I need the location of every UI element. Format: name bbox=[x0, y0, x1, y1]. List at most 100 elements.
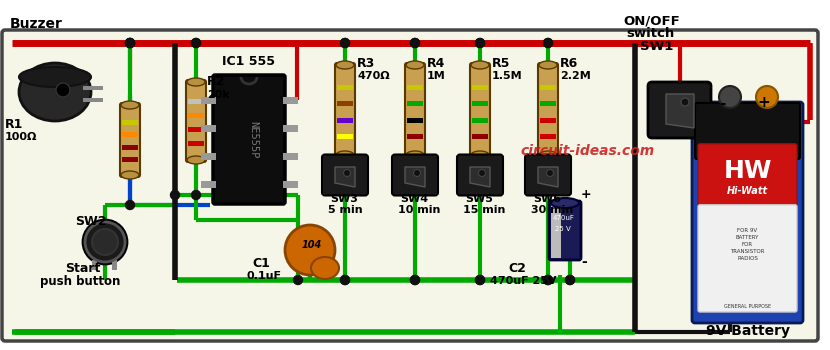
Text: GENERAL PURPOSE: GENERAL PURPOSE bbox=[724, 304, 771, 309]
Ellipse shape bbox=[187, 78, 205, 86]
Text: 30 min: 30 min bbox=[531, 205, 574, 215]
Bar bbox=[283, 125, 298, 132]
Text: Hi-Watt: Hi-Watt bbox=[727, 186, 768, 196]
Bar bbox=[122, 158, 138, 162]
Circle shape bbox=[476, 275, 485, 285]
Circle shape bbox=[92, 229, 118, 255]
Text: R2: R2 bbox=[207, 75, 226, 88]
Circle shape bbox=[125, 38, 134, 48]
Circle shape bbox=[56, 83, 70, 97]
Circle shape bbox=[125, 201, 134, 210]
Text: SW2: SW2 bbox=[75, 215, 106, 228]
Circle shape bbox=[294, 275, 302, 285]
Bar bbox=[201, 181, 216, 188]
Circle shape bbox=[565, 275, 574, 285]
Ellipse shape bbox=[336, 61, 354, 69]
Polygon shape bbox=[405, 167, 425, 187]
Ellipse shape bbox=[285, 225, 335, 275]
Text: Start: Start bbox=[65, 262, 100, 275]
Bar bbox=[122, 120, 138, 125]
Circle shape bbox=[192, 38, 201, 48]
Circle shape bbox=[192, 190, 201, 199]
Text: 470uF: 470uF bbox=[553, 215, 575, 221]
FancyBboxPatch shape bbox=[525, 154, 571, 196]
FancyBboxPatch shape bbox=[322, 154, 368, 196]
Circle shape bbox=[125, 38, 134, 48]
Text: R6: R6 bbox=[560, 57, 579, 70]
Text: R4: R4 bbox=[427, 57, 446, 70]
Bar bbox=[188, 99, 204, 104]
Circle shape bbox=[83, 220, 127, 264]
Text: 0.1uF: 0.1uF bbox=[246, 271, 281, 281]
Text: NE555P: NE555P bbox=[248, 121, 258, 158]
Text: HW: HW bbox=[723, 159, 772, 183]
Bar bbox=[283, 181, 298, 188]
FancyBboxPatch shape bbox=[405, 63, 425, 157]
Circle shape bbox=[476, 275, 485, 285]
Ellipse shape bbox=[406, 151, 424, 159]
Text: 100Ω: 100Ω bbox=[5, 132, 37, 142]
Circle shape bbox=[544, 275, 553, 285]
Bar bbox=[92, 260, 97, 270]
Circle shape bbox=[476, 38, 485, 48]
Text: SW4: SW4 bbox=[400, 194, 428, 204]
Bar bbox=[472, 118, 488, 122]
Text: ON/OFF: ON/OFF bbox=[623, 14, 680, 27]
Ellipse shape bbox=[539, 61, 557, 69]
Circle shape bbox=[192, 38, 201, 48]
Text: switch: switch bbox=[626, 27, 674, 40]
Bar bbox=[283, 153, 298, 160]
Bar bbox=[83, 98, 103, 102]
Circle shape bbox=[344, 169, 350, 176]
Circle shape bbox=[340, 275, 349, 285]
Circle shape bbox=[546, 169, 554, 176]
Bar bbox=[122, 132, 138, 137]
Ellipse shape bbox=[19, 63, 91, 121]
Text: SW3: SW3 bbox=[330, 194, 358, 204]
FancyBboxPatch shape bbox=[695, 103, 800, 159]
FancyBboxPatch shape bbox=[648, 82, 711, 138]
FancyBboxPatch shape bbox=[698, 144, 797, 210]
Text: 1M: 1M bbox=[427, 71, 446, 81]
Text: 25 V: 25 V bbox=[555, 226, 571, 232]
Bar bbox=[112, 260, 117, 270]
FancyBboxPatch shape bbox=[186, 80, 206, 162]
Text: 5 min: 5 min bbox=[328, 205, 363, 215]
Circle shape bbox=[681, 98, 689, 106]
Bar bbox=[188, 127, 204, 132]
Ellipse shape bbox=[187, 156, 205, 164]
Circle shape bbox=[411, 38, 419, 48]
Circle shape bbox=[411, 275, 419, 285]
Ellipse shape bbox=[121, 101, 139, 109]
Text: 470uF 25V: 470uF 25V bbox=[490, 276, 556, 286]
FancyBboxPatch shape bbox=[213, 75, 285, 204]
Bar bbox=[540, 102, 556, 106]
Polygon shape bbox=[335, 167, 355, 187]
Text: Buzzer: Buzzer bbox=[10, 17, 63, 31]
FancyBboxPatch shape bbox=[120, 103, 140, 177]
Text: SW6: SW6 bbox=[533, 194, 561, 204]
Circle shape bbox=[479, 169, 486, 176]
Bar bbox=[407, 118, 423, 122]
FancyBboxPatch shape bbox=[698, 205, 797, 312]
Ellipse shape bbox=[539, 151, 557, 159]
Circle shape bbox=[476, 38, 485, 48]
FancyBboxPatch shape bbox=[538, 63, 558, 157]
Text: 15 min: 15 min bbox=[463, 205, 505, 215]
Bar bbox=[407, 85, 423, 90]
Circle shape bbox=[170, 190, 179, 199]
Bar bbox=[540, 85, 556, 90]
Ellipse shape bbox=[471, 151, 489, 159]
Text: R1: R1 bbox=[5, 118, 23, 131]
Ellipse shape bbox=[471, 61, 489, 69]
Ellipse shape bbox=[311, 257, 339, 279]
Circle shape bbox=[125, 38, 134, 48]
Text: circuit-ideas.com: circuit-ideas.com bbox=[520, 144, 654, 158]
Circle shape bbox=[411, 275, 419, 285]
Bar bbox=[201, 125, 216, 132]
Ellipse shape bbox=[406, 61, 424, 69]
Polygon shape bbox=[538, 167, 558, 187]
Ellipse shape bbox=[121, 171, 139, 179]
Bar bbox=[201, 97, 216, 104]
Text: R5: R5 bbox=[492, 57, 510, 70]
